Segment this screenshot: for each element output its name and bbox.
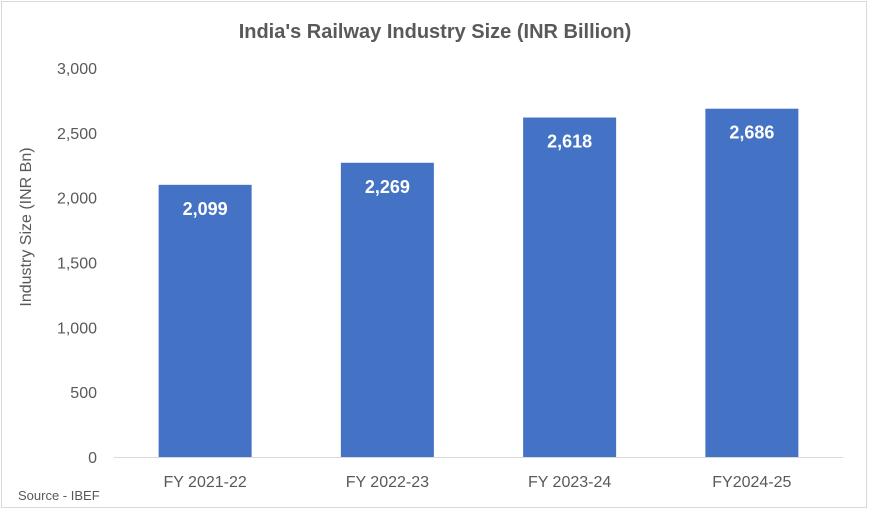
y-tick-label: 1,000 — [57, 320, 97, 337]
x-tick-label: FY 2023-24 — [528, 474, 611, 491]
chart-title: India's Railway Industry Size (INR Billi… — [239, 21, 632, 43]
bar — [705, 108, 799, 457]
y-tick-label: 3,000 — [57, 61, 97, 78]
y-tick-label: 0 — [88, 450, 97, 467]
y-tick-label: 2,500 — [57, 126, 97, 143]
y-axis-ticks: 0 500 1,000 1,500 2,000 2,500 3,000 — [57, 61, 97, 467]
bar — [340, 162, 434, 458]
x-tick-label: FY 2022-23 — [346, 474, 429, 491]
bar-value-label: 2,618 — [547, 132, 592, 152]
x-axis-ticks: FY 2021-22 FY 2022-23 FY 2023-24 FY2024-25 — [163, 474, 791, 491]
bar — [523, 117, 617, 458]
bar-value-label: 2,686 — [729, 123, 774, 143]
x-tick-label: FY 2021-22 — [163, 474, 246, 491]
bar — [158, 184, 252, 458]
bars: 2,099 2,269 2,618 2,686 — [158, 108, 799, 458]
y-tick-label: 1,500 — [57, 256, 97, 273]
y-tick-label: 500 — [70, 385, 97, 402]
y-tick-label: 2,000 — [57, 191, 97, 208]
x-tick-label: FY2024-25 — [712, 474, 791, 491]
bar-value-label: 2,099 — [183, 199, 228, 219]
bar-value-label: 2,269 — [365, 177, 410, 197]
y-axis-label: Industry Size (INR Bn) — [18, 147, 35, 306]
source-note: Source - IBEF — [18, 488, 100, 503]
